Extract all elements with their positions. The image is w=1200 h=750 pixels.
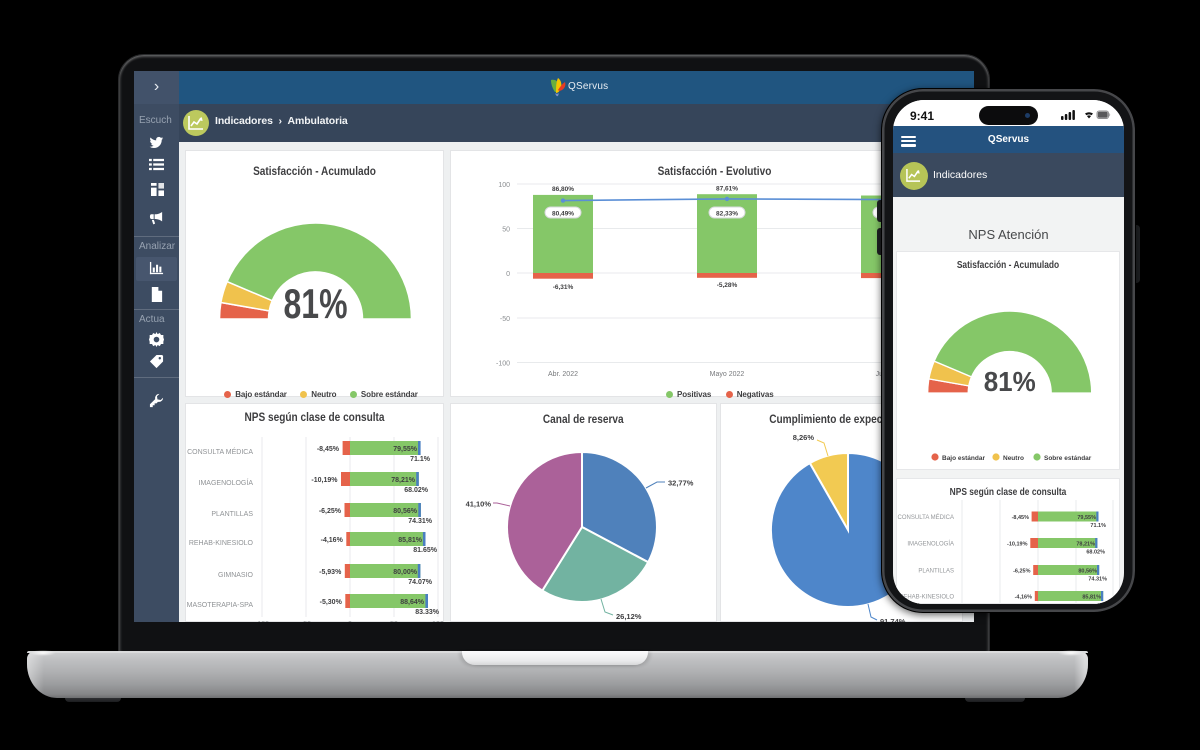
svg-text:85,81%: 85,81%: [1082, 595, 1101, 601]
svg-text:26,12%: 26,12%: [616, 612, 642, 621]
svg-text:MASOTERAPIA-SPA: MASOTERAPIA-SPA: [187, 602, 254, 609]
svg-text:32,77%: 32,77%: [668, 479, 694, 488]
svg-text:GIMNASIO: GIMNASIO: [218, 572, 254, 579]
svg-text:78,21%: 78,21%: [1076, 542, 1095, 548]
svg-text:Abr. 2022: Abr. 2022: [548, 371, 578, 378]
svg-text:-100: -100: [496, 361, 510, 368]
svg-text:-10,19%: -10,19%: [1007, 542, 1028, 548]
svg-text:CONSULTA MÉDICA: CONSULTA MÉDICA: [187, 447, 253, 456]
svg-text:IMAGENOLOGÍA: IMAGENOLOGÍA: [907, 541, 954, 548]
svg-text:IMAGENOLOGÍA: IMAGENOLOGÍA: [199, 478, 254, 487]
svg-text:0: 0: [348, 621, 352, 623]
svg-text:-10,19%: -10,19%: [311, 477, 338, 484]
svg-text:81%: 81%: [284, 280, 348, 327]
svg-text:80,56%: 80,56%: [1078, 569, 1097, 575]
svg-text:8,26%: 8,26%: [793, 433, 815, 442]
svg-text:74.31%: 74.31%: [408, 518, 433, 525]
svg-text:Sobre estándar: Sobre estándar: [1044, 455, 1092, 462]
svg-text:80,49%: 80,49%: [552, 211, 574, 218]
svg-text:100: 100: [498, 182, 510, 189]
svg-text:-8,45%: -8,45%: [317, 446, 340, 453]
svg-text:REHAB-KINESIOLO: REHAB-KINESIOLO: [189, 540, 254, 547]
svg-text:Bajo estándar: Bajo estándar: [942, 455, 985, 462]
svg-text:82,33%: 82,33%: [716, 211, 738, 218]
svg-text:-6,25%: -6,25%: [1013, 569, 1031, 575]
svg-text:80,00%: 80,00%: [393, 569, 418, 576]
svg-text:-5,93%: -5,93%: [319, 569, 342, 576]
svg-text:41,10%: 41,10%: [466, 500, 492, 509]
svg-text:83.33%: 83.33%: [415, 609, 440, 616]
svg-text:PLANTILLAS: PLANTILLAS: [918, 569, 954, 575]
svg-text:-50: -50: [500, 316, 510, 323]
svg-text:Neutro: Neutro: [1003, 455, 1024, 462]
svg-text:68.02%: 68.02%: [1086, 550, 1105, 556]
svg-text:CONSULTA MÉDICA: CONSULTA MÉDICA: [898, 514, 954, 521]
svg-text:80,56%: 80,56%: [393, 508, 418, 515]
svg-text:-5,28%: -5,28%: [717, 282, 738, 289]
svg-text:87,61%: 87,61%: [716, 186, 738, 193]
svg-text:-4,16%: -4,16%: [1015, 595, 1033, 601]
svg-text:68.02%: 68.02%: [404, 487, 429, 494]
svg-text:78,21%: 78,21%: [391, 477, 416, 484]
svg-text:-5,30%: -5,30%: [320, 599, 343, 606]
svg-text:-4,16%: -4,16%: [321, 537, 344, 544]
svg-text:81%: 81%: [984, 366, 1036, 397]
svg-text:REHAB-KINESIOLO: REHAB-KINESIOLO: [899, 595, 954, 601]
svg-text:71.1%: 71.1%: [1090, 523, 1106, 529]
svg-text:50: 50: [502, 227, 510, 234]
svg-text:74.07%: 74.07%: [408, 579, 433, 586]
svg-text:91,74%: 91,74%: [880, 617, 906, 622]
svg-text:85,81%: 85,81%: [398, 537, 423, 544]
svg-text:PLANTILLAS: PLANTILLAS: [211, 511, 253, 518]
svg-text:79,55%: 79,55%: [1077, 515, 1096, 521]
svg-text:-50: -50: [301, 621, 311, 623]
svg-text:Mayo 2022: Mayo 2022: [710, 371, 745, 378]
svg-text:-6,31%: -6,31%: [553, 284, 574, 291]
svg-text:88,64%: 88,64%: [400, 599, 425, 606]
svg-text:74.31%: 74.31%: [1088, 577, 1107, 583]
svg-text:71.1%: 71.1%: [410, 456, 431, 463]
svg-text:0: 0: [506, 271, 510, 278]
svg-text:50: 50: [390, 621, 398, 623]
svg-text:-100: -100: [255, 621, 269, 623]
svg-text:-6,25%: -6,25%: [319, 508, 342, 515]
svg-text:81.65%: 81.65%: [413, 547, 438, 554]
svg-text:100: 100: [432, 621, 444, 623]
svg-text:79,55%: 79,55%: [393, 446, 418, 453]
svg-text:86,80%: 86,80%: [552, 186, 574, 193]
svg-text:-8,45%: -8,45%: [1012, 515, 1030, 521]
